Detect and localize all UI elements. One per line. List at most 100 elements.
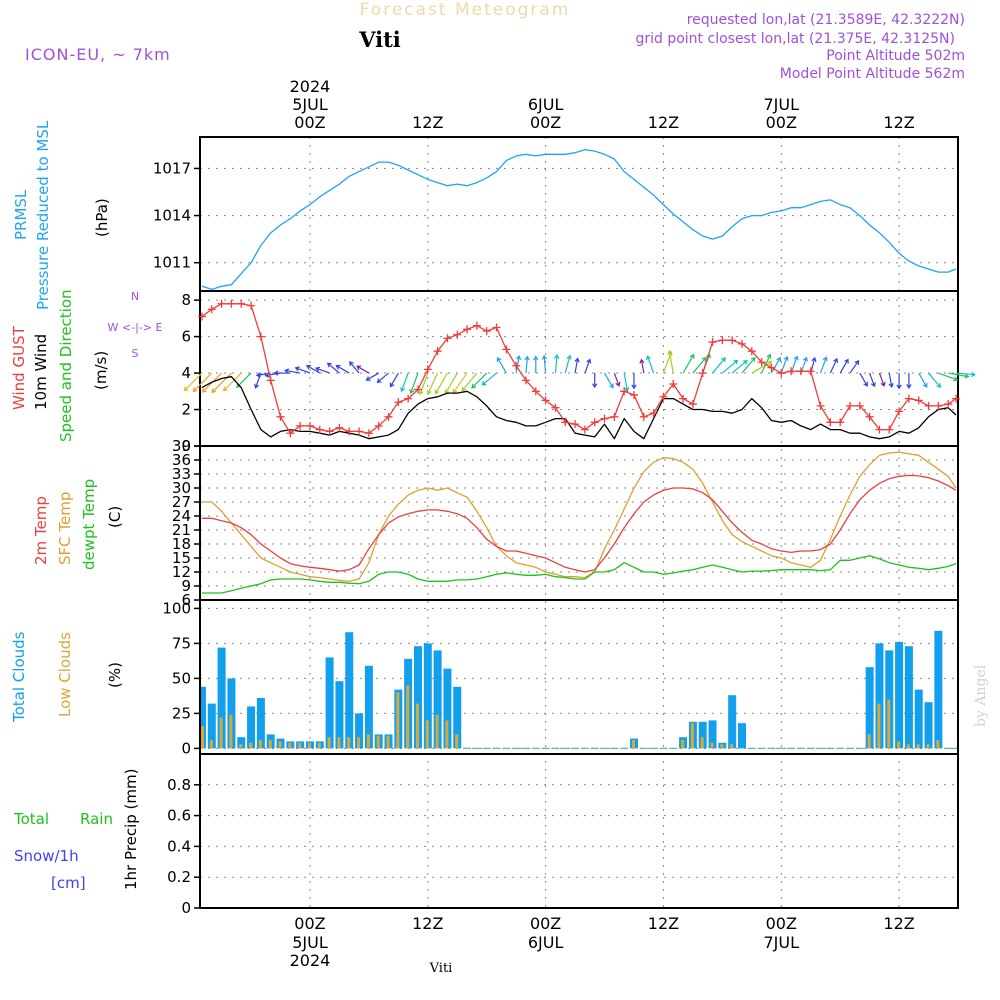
wind-arrow <box>356 365 370 374</box>
gust-marker <box>777 369 786 378</box>
gust-marker <box>551 403 560 412</box>
total-cloud-bar <box>433 650 442 749</box>
gust-marker <box>590 418 599 427</box>
total-cloud-bar <box>237 737 246 749</box>
wind-arrow <box>401 372 409 392</box>
wind-arrow <box>192 372 213 392</box>
wind-arrow-head <box>922 382 928 388</box>
temp-2m-line <box>202 474 957 573</box>
gust-marker <box>433 347 442 356</box>
total-cloud-label: Total Clouds <box>10 631 28 723</box>
gust-marker <box>286 429 295 438</box>
wind-arrow-head <box>183 386 189 392</box>
gust-marker <box>237 299 246 308</box>
wind-arrow-head <box>541 354 548 360</box>
gust-marker <box>571 420 580 429</box>
precip-cm-label: [cm] <box>51 874 86 892</box>
top-date-label: 7JUL <box>763 95 799 114</box>
wind-arrow-head <box>811 356 817 362</box>
wind-arrow-head <box>426 389 432 395</box>
chart-title: Forecast Meteogram <box>360 0 571 20</box>
credit-watermark: by Angel <box>973 664 989 727</box>
wind-arrow-head <box>766 353 772 359</box>
pressure-label-prmsl: PRMSL <box>12 189 30 240</box>
pressure-ylabel: (hPa) <box>93 198 111 237</box>
gust-marker <box>865 412 874 421</box>
wind-arrow-head <box>264 372 270 378</box>
y-tick-label: 0.6 <box>167 807 191 825</box>
wind-arrow-head <box>400 387 406 393</box>
wind-arrow <box>452 372 468 394</box>
wind-arrow <box>327 362 340 374</box>
precip-rain-label: Rain <box>80 810 113 828</box>
wind-arrow <box>878 372 885 387</box>
wind-arrow <box>712 357 726 374</box>
panel-frame <box>199 753 959 909</box>
wind-arrow-head <box>844 358 849 364</box>
gust-marker <box>737 339 746 348</box>
low-cloud-bar <box>906 744 910 749</box>
gust-marker <box>521 376 530 385</box>
wind-arrow-head <box>356 365 362 371</box>
wind-arrow-head <box>631 384 637 390</box>
panel-frames <box>199 136 959 909</box>
wind-arrow <box>482 372 497 386</box>
bottom-time-label: 12Z <box>883 914 914 933</box>
y-tick-label: 24 <box>172 507 191 525</box>
wind-arrow-head <box>888 382 894 388</box>
gust-marker <box>256 332 265 341</box>
gust-marker <box>904 394 913 403</box>
bottom-year-label: 2024 <box>290 951 331 970</box>
wind-arrow <box>790 356 798 374</box>
gust-marker <box>197 312 206 321</box>
wind-arrow <box>515 356 520 374</box>
chart-marks <box>183 148 976 909</box>
gust-marker <box>952 394 961 403</box>
total-cloud-bar <box>256 698 265 749</box>
wind-arrow-head <box>211 388 217 394</box>
gust-marker <box>855 401 864 410</box>
gust-marker <box>394 398 403 407</box>
wind-arrow-head <box>201 387 207 393</box>
low-cloud-bar <box>700 737 704 749</box>
y-tick-label: 6 <box>181 591 191 609</box>
top-date-label: 6JUL <box>528 95 564 114</box>
wind-arrow-head <box>863 381 868 387</box>
y-tick-label: 0.2 <box>167 868 191 886</box>
total-cloud-bar <box>934 630 943 749</box>
wind-arrow-head <box>461 386 467 392</box>
total-cloud-bar <box>227 678 236 749</box>
low-cloud-bar <box>366 734 370 749</box>
gust-marker <box>747 347 756 356</box>
cloud-ylabel: (%) <box>106 662 124 688</box>
gust-marker <box>266 376 275 385</box>
y-tick-label: 100 <box>162 599 191 617</box>
gust-marker <box>934 401 943 410</box>
bottom-time-label: 00Z <box>766 914 797 933</box>
wind-arrow-head <box>315 366 321 372</box>
low-cloud-bar <box>681 740 685 749</box>
wind-arrow-head <box>516 355 522 361</box>
compass-n: N <box>131 290 139 303</box>
bottom-date-label: 5JUL <box>292 933 328 952</box>
low-cloud-bar <box>897 741 901 749</box>
low-cloud-bar <box>219 717 223 749</box>
wind-arrow-head <box>802 356 808 362</box>
y-tick-label: 6 <box>181 328 191 346</box>
y-tick-label: 36 <box>172 451 191 469</box>
wind-arrow <box>623 372 628 391</box>
total-cloud-bar <box>914 689 923 749</box>
wind-arrow-head <box>418 390 424 396</box>
gust-marker <box>561 418 570 427</box>
low-cloud-bar <box>327 737 331 749</box>
wind-arrow <box>646 355 655 374</box>
wind-arrow <box>574 358 579 374</box>
wind-arrow-head <box>284 368 290 374</box>
precip-ylabel: 1hr Precip (mm) <box>122 769 140 890</box>
wind-arrow-head <box>524 355 530 361</box>
precip-total-label: Total <box>13 810 49 828</box>
wind-arrow <box>829 358 838 374</box>
y-tick-label: 27 <box>172 493 191 511</box>
total-cloud-bar <box>207 703 216 749</box>
